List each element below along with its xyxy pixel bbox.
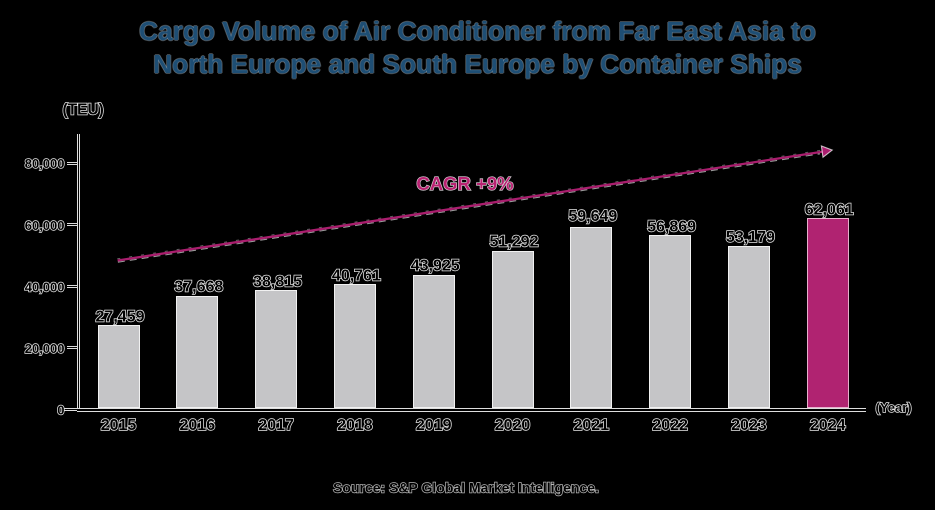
svg-text:80,000: 80,000 [25,156,65,171]
svg-text:2017: 2017 [258,417,294,434]
svg-text:2018: 2018 [337,417,373,434]
svg-text:(TEU): (TEU) [63,102,104,119]
svg-text:38,815: 38,815 [253,273,302,290]
svg-text:59,649: 59,649 [568,208,617,225]
svg-text:CAGR +9%: CAGR +9% [416,173,513,194]
svg-text:40,000: 40,000 [25,279,65,294]
svg-text:Source: S&P Global Market Inte: Source: S&P Global Market Intelligence. [333,479,599,495]
svg-text:2016: 2016 [180,417,216,434]
svg-text:2024: 2024 [810,417,846,434]
svg-text:51,292: 51,292 [490,234,539,251]
svg-text:2020: 2020 [495,417,531,434]
svg-text:0: 0 [57,403,64,418]
svg-text:43,925: 43,925 [411,258,460,275]
svg-text:56,869: 56,869 [647,218,696,235]
svg-text:2023: 2023 [731,417,767,434]
svg-text:37,668: 37,668 [174,279,223,296]
svg-text:53,179: 53,179 [726,229,775,246]
svg-text:(Year): (Year) [876,400,912,415]
svg-text:2021: 2021 [574,417,610,434]
svg-text:20,000: 20,000 [25,341,65,356]
svg-text:40,761: 40,761 [332,267,381,284]
svg-text:27,459: 27,459 [96,308,145,325]
svg-text:62,061: 62,061 [805,201,854,218]
svg-text:2019: 2019 [416,417,452,434]
svg-text:2022: 2022 [652,417,688,434]
svg-text:60,000: 60,000 [25,218,65,233]
svg-text:2015: 2015 [101,417,137,434]
